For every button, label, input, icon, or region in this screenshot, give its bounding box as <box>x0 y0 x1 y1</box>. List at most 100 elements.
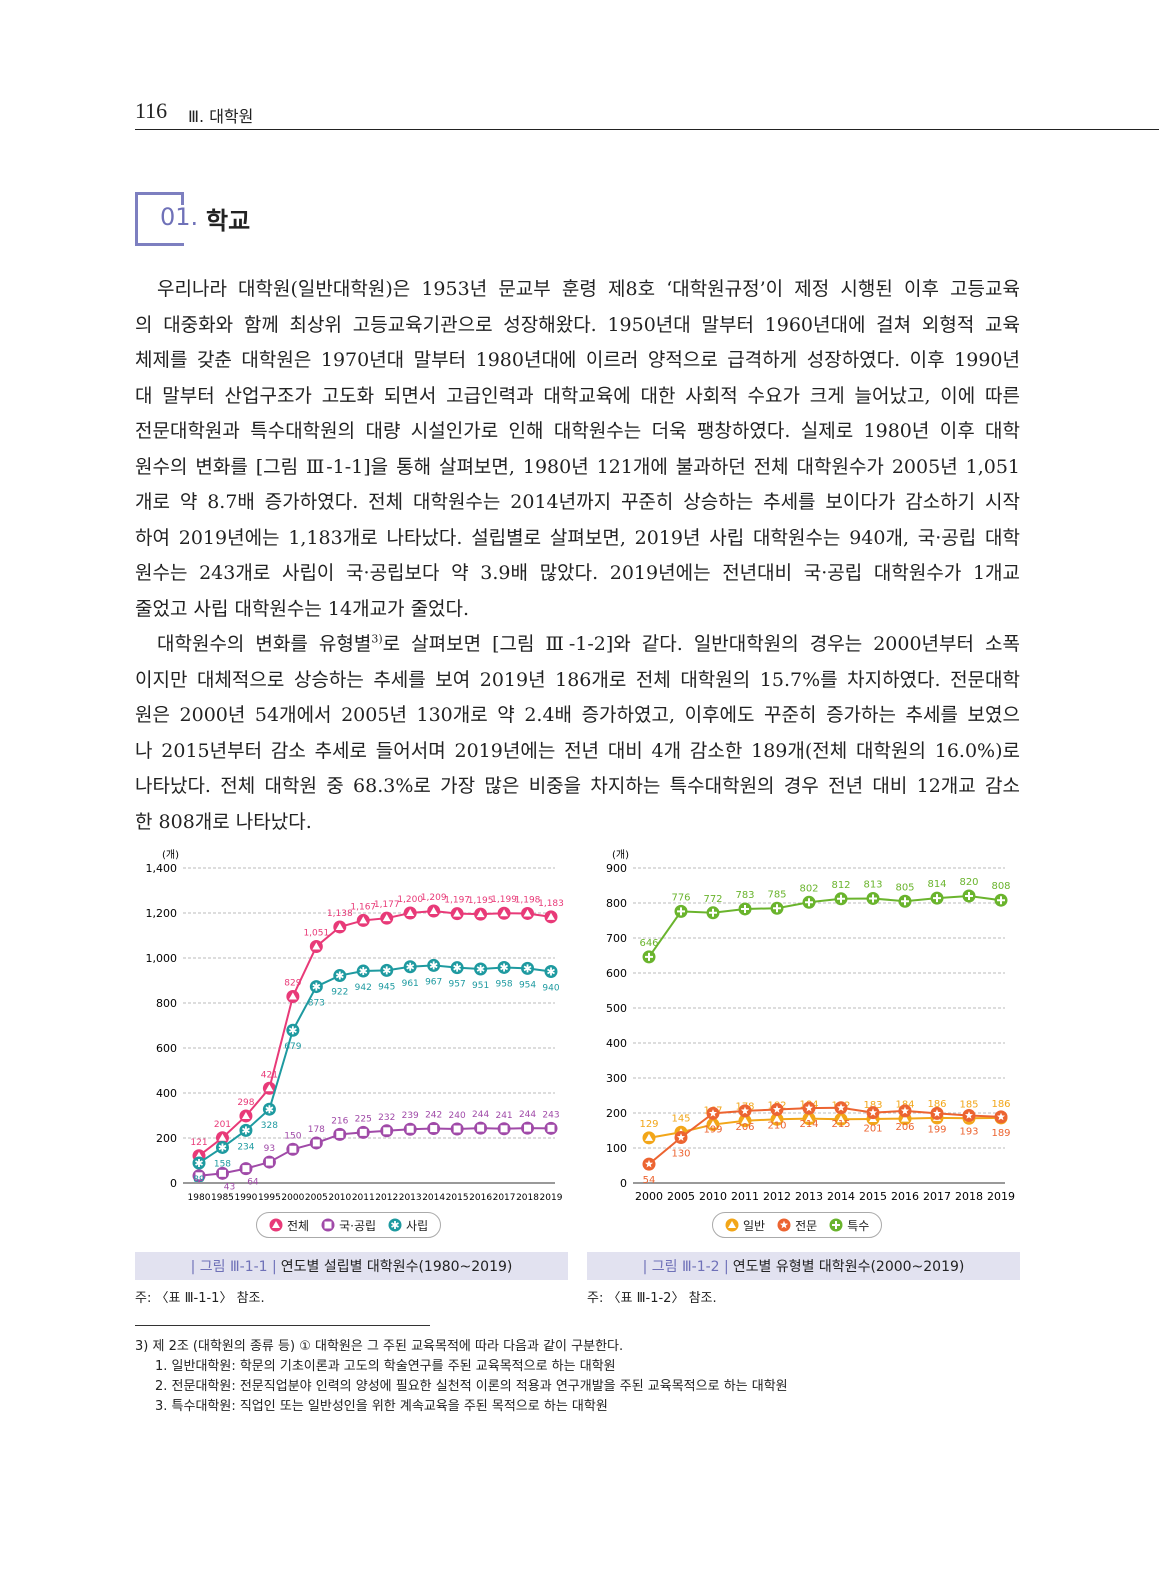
running-header: Ⅲ. 대학원 <box>188 107 254 126</box>
data-point-glyph <box>523 909 532 917</box>
text-line: 원수의 변화를 [그림 Ⅲ-1-1]을 통해 살펴보면, 1980년 121개에… <box>135 455 1020 478</box>
paragraph-2: 이지만 대체적으로 상승하는 추세를 보여 2019년 186개로 전체 대학원… <box>135 663 1020 841</box>
data-point-glyph <box>382 966 391 975</box>
data-label: 813 <box>863 879 882 890</box>
x-tick-label: 2013 <box>795 1190 823 1203</box>
x-tick-label: 2015 <box>446 1193 469 1203</box>
data-label: 199 <box>927 1124 946 1135</box>
data-label: 961 <box>402 979 419 989</box>
data-point-glyph <box>241 1126 250 1135</box>
data-label: 776 <box>671 892 690 903</box>
series-line <box>198 909 552 1157</box>
data-label: 234 <box>237 1142 254 1152</box>
x-tick-label: 2014 <box>422 1193 445 1203</box>
data-point-glyph <box>218 1169 226 1177</box>
legend-item: 일반 <box>725 1217 765 1234</box>
data-label: 945 <box>378 982 395 992</box>
data-label: 239 <box>402 1111 419 1121</box>
data-point-glyph <box>773 1115 781 1123</box>
data-label: 942 <box>355 983 372 993</box>
data-label: 1,197 <box>444 896 470 906</box>
data-point-glyph <box>406 1125 414 1133</box>
legend-item: 전체 <box>269 1217 309 1234</box>
data-point-glyph <box>901 1114 909 1122</box>
series-일반: 129145167178182184182183184186185186 <box>639 1099 1011 1145</box>
x-tick-label: 2019 <box>987 1190 1015 1203</box>
data-label: 232 <box>378 1113 395 1123</box>
y-tick-label: 400 <box>156 1087 177 1100</box>
data-point-glyph <box>312 1139 320 1147</box>
text-line: 우리나라 대학원(일반대학원)은 1953년 문교부 훈령 제8호 ‘대학원규정… <box>157 278 1020 300</box>
data-point-glyph <box>997 1112 1005 1121</box>
data-label: 193 <box>959 1126 978 1137</box>
data-label: 940 <box>542 984 559 994</box>
data-label: 1,209 <box>421 893 447 903</box>
series-전문: 54 130 199 206 210 214 215 201 206 199 193 189 <box>642 1101 1011 1186</box>
data-label: 1,195 <box>468 896 494 906</box>
data-label: 216 <box>331 1116 348 1126</box>
data-label: 183 <box>863 1100 882 1111</box>
data-point-glyph <box>359 916 368 924</box>
data-point-glyph <box>312 942 321 950</box>
data-label: 1,199 <box>491 895 517 905</box>
text-line: 체제를 갖춘 대학원은 1970년대 말부터 1980년대에 이르러 양적으로 … <box>135 349 1020 371</box>
data-point-glyph <box>773 904 781 913</box>
legend-item: 사립 <box>388 1217 428 1234</box>
data-point-glyph <box>241 1111 250 1119</box>
legend-marker-glyph <box>391 1221 399 1229</box>
data-label: 243 <box>542 1110 559 1120</box>
data-point-glyph <box>429 906 438 914</box>
text-line: 나 2015년부터 감소 추세로 들어서며 2019년에는 전년 대비 4개 감… <box>135 739 1020 762</box>
footnote-rule <box>135 1325 430 1326</box>
y-tick-label: 0 <box>170 1177 177 1190</box>
x-tick-label: 1985 <box>211 1193 234 1203</box>
data-label: 783 <box>735 890 754 901</box>
text-line: 한 808개로 나타났다. <box>135 810 312 833</box>
series-line <box>648 894 1002 958</box>
section-number: 01. <box>160 203 199 231</box>
x-tick-label: 2005 <box>667 1190 695 1203</box>
y-tick-label: 1,000 <box>146 952 178 965</box>
x-tick-label: 1995 <box>258 1193 281 1203</box>
header-rule <box>135 129 1159 130</box>
footnote-item: 3. 특수대학원: 직업인 또는 일반성인을 위한 계속교육을 주된 목적으로 … <box>155 1399 608 1414</box>
unit-label: (개) <box>162 849 179 861</box>
data-point-glyph <box>359 967 368 976</box>
data-label: 121 <box>190 1138 207 1148</box>
legend-marker-glyph <box>780 1220 789 1229</box>
x-tick-label: 2016 <box>891 1190 919 1203</box>
legend-label: 사립 <box>406 1218 429 1233</box>
data-label: 178 <box>308 1125 325 1135</box>
data-label: 186 <box>991 1099 1010 1110</box>
data-point-glyph <box>289 1145 297 1153</box>
legend-label: 전체 <box>287 1218 310 1233</box>
legend-type: 일반 전문 특수 <box>712 1212 883 1238</box>
x-tick-label: 2010 <box>699 1190 727 1203</box>
x-tick-label: 2012 <box>375 1193 398 1203</box>
figure-label: | 그림 Ⅲ-1-2 | <box>642 1259 729 1275</box>
text-line: 대 말부터 산업구조가 고도화 되면서 고급인력과 대학교육에 대한 사회적 수… <box>135 384 1020 407</box>
data-point-glyph <box>500 963 509 972</box>
text-line: 개로 약 8.7배 증가하였다. 전체 대학원수는 2014년까지 꾸준히 상승… <box>135 491 1020 513</box>
data-label: 129 <box>639 1119 658 1130</box>
triangle-marker-icon <box>269 1218 283 1232</box>
legend-label: 일반 <box>743 1218 766 1233</box>
paragraph-2-line: 대학원수의 변화를 유형별3)로 살펴보면 [그림 Ⅲ-1-2]와 같다. 일반… <box>135 627 1020 663</box>
x-tick-label: 2017 <box>493 1193 516 1203</box>
square-marker-icon <box>321 1218 335 1232</box>
data-label: 1,198 <box>515 895 541 905</box>
data-label: 958 <box>495 979 512 989</box>
star-marker-icon <box>777 1218 791 1232</box>
data-point-glyph <box>453 963 462 972</box>
data-point-glyph <box>677 907 685 916</box>
y-tick-label: 800 <box>606 897 627 910</box>
y-tick-label: 100 <box>606 1142 627 1155</box>
data-label: 873 <box>308 999 325 1009</box>
y-tick-label: 200 <box>156 1132 177 1145</box>
x-tick-label: 1990 <box>234 1193 257 1203</box>
data-point-glyph <box>453 909 462 917</box>
x-tick-label: 2011 <box>352 1193 375 1203</box>
figure-note-2: 주: 〈표 Ⅲ-1-2〉 참조. <box>587 1291 717 1306</box>
